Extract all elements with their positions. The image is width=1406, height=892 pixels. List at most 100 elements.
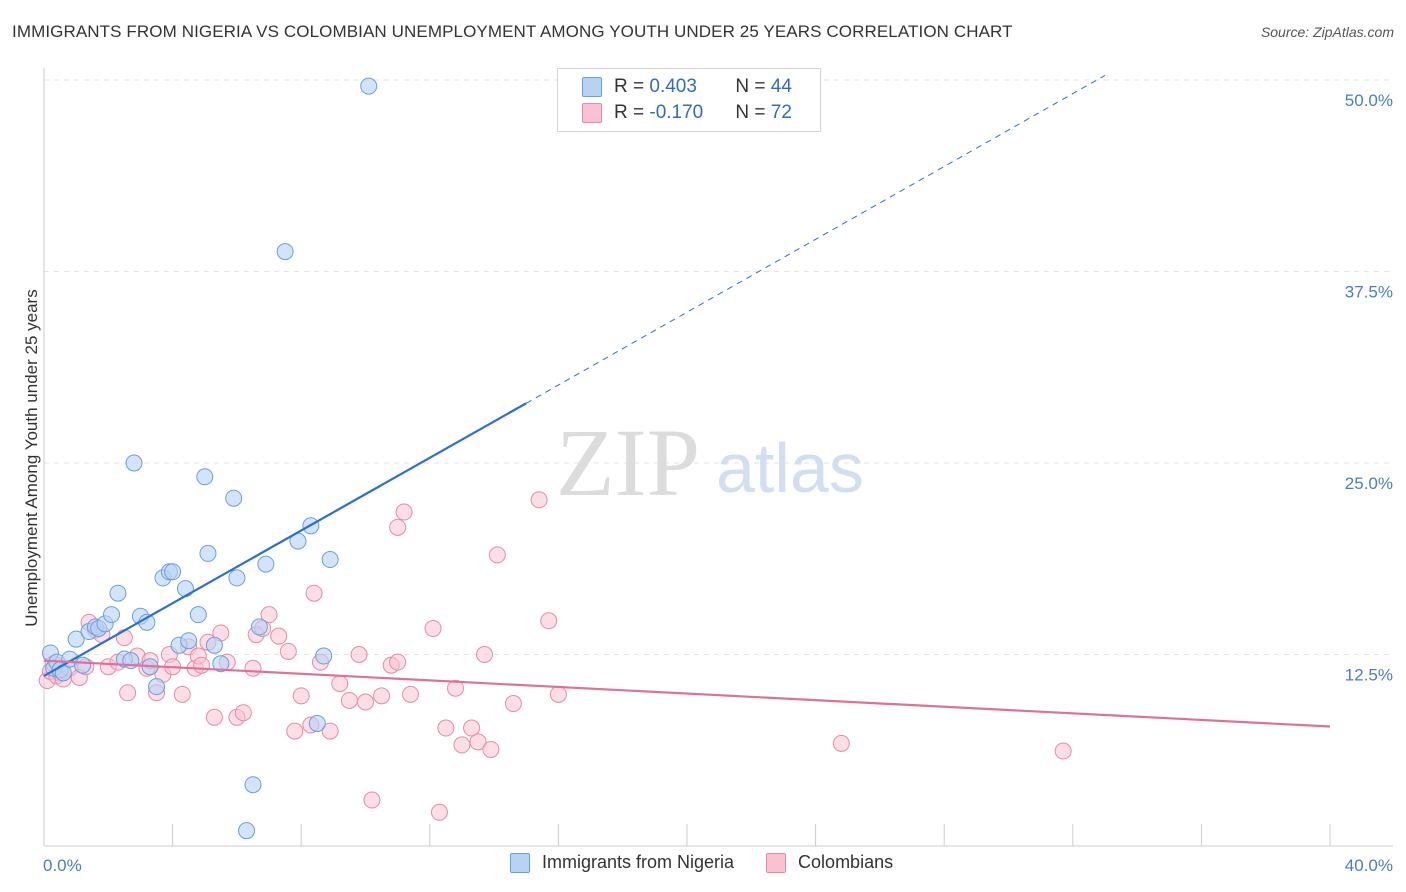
legend-label-nigeria: Immigrants from Nigeria — [542, 852, 735, 872]
legend-n-label: N = — [735, 102, 771, 123]
nigeria-point — [238, 822, 256, 840]
colombians-point — [549, 685, 567, 703]
nigeria-point — [205, 636, 223, 654]
nigeria-point — [315, 647, 333, 665]
legend-label-colombians: Colombians — [798, 852, 894, 872]
colombians-point — [305, 584, 323, 602]
legend-r-label: R = — [614, 102, 650, 123]
colombians-point — [292, 687, 310, 705]
colombians-point — [1054, 742, 1072, 760]
trend-lines — [43, 74, 1331, 728]
nigeria-point — [103, 606, 121, 624]
legend-n-label: N = — [735, 76, 771, 97]
colombians-point — [205, 708, 223, 726]
legend-item-colombians[interactable]: Colombians — [766, 852, 893, 873]
colombians-point — [115, 629, 133, 647]
y-tick-label: 37.5% — [1345, 283, 1393, 302]
y-tick-label: 50.0% — [1345, 91, 1393, 110]
legend-row-nigeria: R = 0.403 N = 44 — [558, 74, 792, 100]
y-tick-labels: 12.5% 25.0% 37.5% 50.0% — [1345, 91, 1393, 685]
nigeria-trend-line — [43, 402, 527, 677]
nigeria-point — [212, 655, 230, 673]
x-tick-min: 0.0% — [43, 856, 82, 875]
nigeria-point — [276, 243, 294, 261]
colombians-point — [363, 791, 381, 809]
chart-title: IMMIGRANTS FROM NIGERIA VS COLOMBIAN UNE… — [12, 22, 1013, 41]
watermark-atlas: atlas — [716, 429, 864, 507]
colombians-point — [260, 606, 278, 624]
colombians-point — [447, 679, 465, 697]
colombians-point — [321, 722, 339, 740]
colombians-point — [402, 685, 420, 703]
colombians-point — [357, 693, 374, 711]
legend-swatch-nigeria — [510, 852, 530, 873]
y-tick-label: 12.5% — [1345, 666, 1393, 685]
nigeria-trend-extension — [526, 74, 1106, 404]
nigeria-point — [180, 632, 198, 650]
legend-swatch-colombians — [582, 103, 602, 123]
colombians-point — [331, 675, 349, 693]
nigeria-point — [321, 551, 339, 569]
nigeria-point — [125, 454, 143, 472]
colombians-point — [270, 627, 288, 645]
series-legend: Immigrants from Nigeria Colombians — [510, 852, 925, 873]
nigeria-point — [74, 656, 92, 674]
nigeria-point — [360, 77, 378, 95]
colombians-point — [279, 642, 297, 660]
colombians-point — [530, 491, 548, 509]
y-tick-label: 25.0% — [1345, 474, 1393, 493]
colombians-points — [38, 491, 1072, 821]
nigeria-point — [148, 678, 166, 696]
colombians-point — [453, 736, 471, 754]
y-axis-label: Unemployment Among Youth under 25 years — [22, 289, 41, 626]
colombians-point — [482, 740, 500, 758]
colombians-point — [469, 733, 487, 751]
colombians-point — [488, 546, 506, 564]
stats-legend: R = 0.403 N = 44 R = -0.170 N = 72 — [557, 68, 821, 132]
legend-swatch-colombians — [766, 852, 787, 873]
colombians-point — [244, 659, 262, 677]
colombians-point — [437, 719, 455, 737]
x-tick-max: 40.0% — [1345, 856, 1393, 875]
colombians-point — [540, 612, 558, 630]
legend-item-nigeria[interactable]: Immigrants from Nigeria — [510, 852, 734, 873]
nigeria-point — [257, 555, 275, 573]
nigeria-points — [41, 77, 378, 840]
colombians-point — [193, 656, 211, 674]
legend-n-value: 44 — [770, 76, 792, 97]
colombians-point — [389, 653, 407, 671]
nigeria-point — [67, 630, 85, 648]
nigeria-point — [308, 714, 326, 732]
colombians-point — [119, 684, 137, 702]
nigeria-point — [164, 563, 182, 581]
nigeria-point — [176, 580, 194, 598]
colombians-trend-line — [43, 659, 1331, 728]
colombians-point — [373, 687, 391, 705]
source-label: Source: ZipAtlas.com — [1260, 24, 1394, 40]
nigeria-point — [228, 569, 246, 587]
nigeria-point — [244, 776, 262, 794]
colombians-point — [475, 646, 493, 663]
colombians-point — [350, 646, 368, 663]
nigeria-point — [109, 584, 127, 602]
legend-n-value: 72 — [770, 102, 792, 123]
legend-r-value: 0.403 — [649, 76, 697, 97]
colombians-point — [389, 518, 407, 536]
nigeria-point — [196, 468, 214, 486]
colombians-point — [430, 803, 448, 821]
axes — [43, 68, 1393, 847]
colombians-point — [340, 691, 358, 709]
colombians-point — [234, 704, 252, 722]
colombians-point — [286, 722, 304, 740]
colombians-point — [463, 719, 481, 737]
colombians-point — [173, 685, 191, 703]
nigeria-point — [189, 606, 207, 624]
colombians-point — [504, 695, 522, 713]
colombians-point — [395, 503, 413, 521]
colombians-point — [832, 734, 850, 752]
colombians-point — [424, 619, 442, 637]
legend-row-colombians: R = -0.170 N = 72 — [558, 100, 792, 126]
gridlines — [44, 79, 1393, 655]
nigeria-point — [199, 544, 217, 562]
